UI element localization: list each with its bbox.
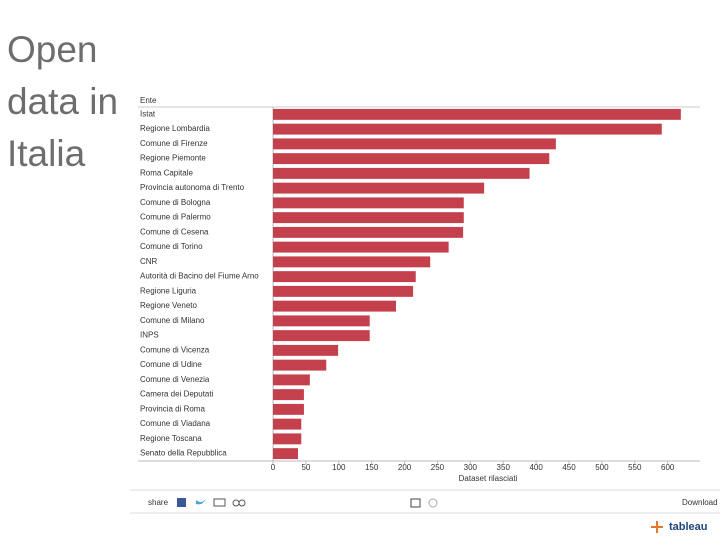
bar (273, 153, 550, 165)
logo: tableau (669, 521, 708, 533)
bar (273, 138, 556, 150)
x-tick-label: 100 (332, 463, 346, 472)
bar (273, 182, 485, 194)
revert-icon[interactable] (428, 498, 438, 508)
y-tick-label: Regione Toscana (140, 434, 202, 443)
bar (273, 374, 310, 386)
share-icon[interactable] (410, 498, 421, 508)
y-tick-label: Regione Liguria (140, 286, 197, 295)
x-tick-label: 250 (431, 463, 445, 472)
link-icon[interactable] (238, 499, 246, 507)
x-tick-label: 500 (595, 463, 609, 472)
y-tick-label: INPS (140, 331, 159, 340)
x-tick-label: 450 (562, 463, 576, 472)
category-header: Ente (140, 96, 157, 105)
y-tick-label: Roma Capitale (140, 168, 193, 177)
x-tick-label: 150 (365, 463, 379, 472)
x-tick-label: 300 (464, 463, 478, 472)
logo-mark (651, 521, 663, 533)
y-tick-label: Camera dei Deputati (140, 390, 214, 399)
y-tick-label: Comune di Milano (140, 316, 205, 325)
bar (273, 418, 302, 430)
bar (273, 403, 304, 415)
bar (273, 123, 662, 135)
x-tick-label: 50 (301, 463, 310, 472)
bar (273, 389, 304, 401)
bar (273, 300, 397, 312)
bar (273, 433, 302, 445)
y-tick-label: Provincia di Roma (140, 404, 205, 413)
bar (273, 212, 464, 224)
y-tick-label: Regione Piemonte (140, 154, 206, 163)
y-tick-label: Comune di Torino (140, 242, 203, 251)
y-tick-label: CNR (140, 257, 158, 266)
y-tick-label: Comune di Palermo (140, 213, 211, 222)
bar (273, 285, 414, 297)
bar (273, 315, 370, 327)
y-tick-label: Regione Veneto (140, 301, 197, 310)
x-tick-label: 200 (398, 463, 412, 472)
y-tick-label: Comune di Cesena (140, 227, 209, 236)
facebook-icon[interactable] (177, 498, 186, 507)
y-tick-label: Comune di Viadana (140, 419, 211, 428)
bar (273, 256, 431, 268)
x-tick-label: 0 (271, 463, 276, 472)
bar (273, 330, 370, 342)
y-tick-label: Provincia autonoma di Trento (140, 183, 245, 192)
x-tick-label: 550 (628, 463, 642, 472)
bar (273, 108, 681, 120)
x-axis-title: Dataset rilasciati (459, 474, 518, 483)
y-tick-label: Comune di Vicenza (140, 345, 210, 354)
bar (273, 241, 449, 253)
y-tick-label: Regione Lombardia (140, 124, 210, 133)
download-button[interactable]: Download (682, 498, 718, 507)
x-tick-label: 400 (529, 463, 543, 472)
email-icon[interactable] (213, 498, 226, 507)
y-tick-label: Comune di Venezia (140, 375, 210, 384)
x-tick-label: 350 (497, 463, 511, 472)
bar (273, 226, 464, 238)
x-tick-label: 600 (661, 463, 675, 472)
y-tick-label: Senato della Repubblica (140, 449, 227, 458)
slide-title: Open data in Italia (7, 29, 119, 174)
bar (273, 448, 298, 460)
bar (273, 359, 327, 371)
y-tick-label: Comune di Udine (140, 360, 202, 369)
twitter-icon[interactable] (196, 498, 206, 505)
bar (273, 197, 464, 209)
link-icon[interactable] (232, 499, 240, 507)
bar (273, 271, 416, 283)
bar (273, 344, 339, 356)
bar (273, 167, 530, 179)
y-tick-label: Comune di Firenze (140, 139, 208, 148)
y-tick-label: Autorità di Bacino del Fiume Arno (140, 272, 259, 281)
y-tick-label: Comune di Bologna (140, 198, 211, 207)
share-button[interactable]: share (148, 498, 169, 507)
y-tick-label: Istat (140, 109, 156, 118)
